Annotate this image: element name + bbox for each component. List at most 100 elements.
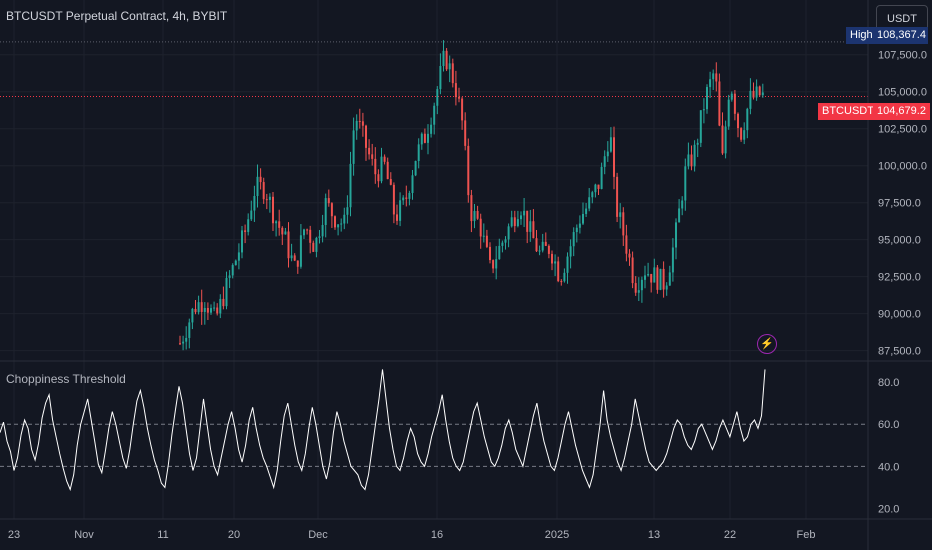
candle-body: [532, 221, 535, 239]
candle-body: [609, 137, 612, 152]
x-tick-label: 11: [157, 529, 168, 541]
candle-body: [476, 210, 479, 219]
y-tick-label: 105,000.0: [878, 87, 927, 99]
x-tick-label: 13: [648, 529, 660, 541]
candle-body: [216, 307, 219, 314]
candle-body: [712, 73, 715, 80]
candle-body: [433, 105, 436, 125]
y-tick-label: 92,500.0: [878, 272, 921, 284]
candle-body: [653, 267, 656, 283]
y-tick-label: 90,000.0: [878, 309, 921, 321]
candle-body: [262, 182, 265, 200]
candle-body: [203, 307, 206, 312]
candle-body: [594, 184, 597, 193]
candle-body: [554, 261, 557, 264]
candle-body: [637, 290, 640, 293]
candle-body: [396, 214, 398, 221]
candle-body: [405, 197, 408, 199]
candle-body: [439, 66, 442, 90]
candle-body: [740, 128, 743, 140]
candle-body: [191, 308, 194, 323]
y-axis[interactable]: 87,500.0 90,000.0 92,500.0 95,000.0 97,500.0…: [878, 50, 927, 516]
y-tick-label: 95,000.0: [878, 235, 921, 247]
candle-body: [340, 223, 343, 225]
candle-body: [479, 218, 482, 237]
candle-body: [365, 125, 367, 148]
candle-body: [318, 236, 321, 238]
candle-body: [693, 144, 696, 167]
symbol-tag: BTCUSDT.P: [818, 103, 888, 120]
candle-body: [485, 235, 488, 247]
candle-body: [575, 227, 578, 233]
candle-body: [315, 237, 318, 252]
x-tick-label: 23: [8, 529, 20, 541]
candle-body: [504, 239, 507, 243]
candle-body: [427, 133, 429, 143]
candle-body: [746, 108, 749, 131]
candle-body: [495, 259, 498, 269]
candle-body: [420, 133, 423, 145]
candle-body: [656, 267, 659, 290]
candle-body: [724, 126, 727, 154]
candle-body: [330, 203, 333, 217]
candle-body: [213, 307, 216, 309]
indicator-title[interactable]: Choppiness Threshold: [6, 372, 126, 386]
candle-body: [445, 50, 448, 70]
candle-body: [551, 253, 553, 264]
candle-body: [327, 198, 330, 204]
candle-body: [358, 120, 361, 122]
candle-body: [513, 217, 516, 227]
candle-body: [600, 166, 603, 189]
candle-body: [244, 230, 247, 232]
grid: [0, 0, 868, 519]
candle-body: [272, 196, 274, 224]
candle-body: [721, 125, 724, 154]
candle-body: [516, 219, 519, 227]
candle-body: [544, 241, 547, 246]
candle-body: [442, 50, 445, 67]
candle-body: [603, 156, 606, 167]
candle-body: [343, 214, 346, 224]
candle-body: [520, 215, 522, 220]
candle-body: [436, 89, 439, 106]
candle-body: [296, 260, 299, 267]
candle-body: [383, 156, 386, 162]
candle-body: [547, 245, 550, 254]
candle-body: [275, 221, 278, 224]
candle-body: [569, 246, 572, 257]
choppiness-line: [0, 369, 766, 492]
candle-body: [634, 283, 637, 293]
candle-body: [423, 133, 426, 143]
candle-body: [237, 252, 240, 261]
x-axis[interactable]: 23 Nov 11 20 Dec 16 2025 13 22 Feb: [8, 529, 816, 541]
candle-body: [346, 207, 349, 215]
candle-body: [644, 275, 646, 280]
candle-body: [290, 255, 293, 259]
candle-body: [228, 275, 231, 278]
candle-body: [727, 99, 730, 127]
candle-body: [761, 92, 764, 96]
candle-body: [631, 257, 634, 284]
candle-body: [489, 246, 491, 261]
candle-body: [650, 274, 653, 283]
candle-body: [392, 184, 395, 215]
candle-body: [557, 261, 560, 282]
candle-body: [197, 302, 200, 313]
candle-body: [585, 208, 588, 214]
candle-body: [451, 63, 454, 84]
candle-body: [231, 265, 234, 276]
candle-body: [380, 156, 383, 182]
candle-body: [334, 216, 336, 228]
candle-body: [278, 221, 281, 228]
x-tick-label: Dec: [308, 529, 328, 541]
candle-body: [507, 226, 510, 240]
candle-body: [541, 241, 544, 251]
candle-body: [389, 179, 392, 185]
candle-body: [179, 343, 181, 345]
candle-body: [309, 229, 312, 243]
candle-body: [411, 175, 414, 193]
lightning-bolt-icon[interactable]: ⚡: [757, 334, 777, 354]
x-tick-label: Feb: [797, 529, 816, 541]
candle-body: [284, 231, 287, 235]
